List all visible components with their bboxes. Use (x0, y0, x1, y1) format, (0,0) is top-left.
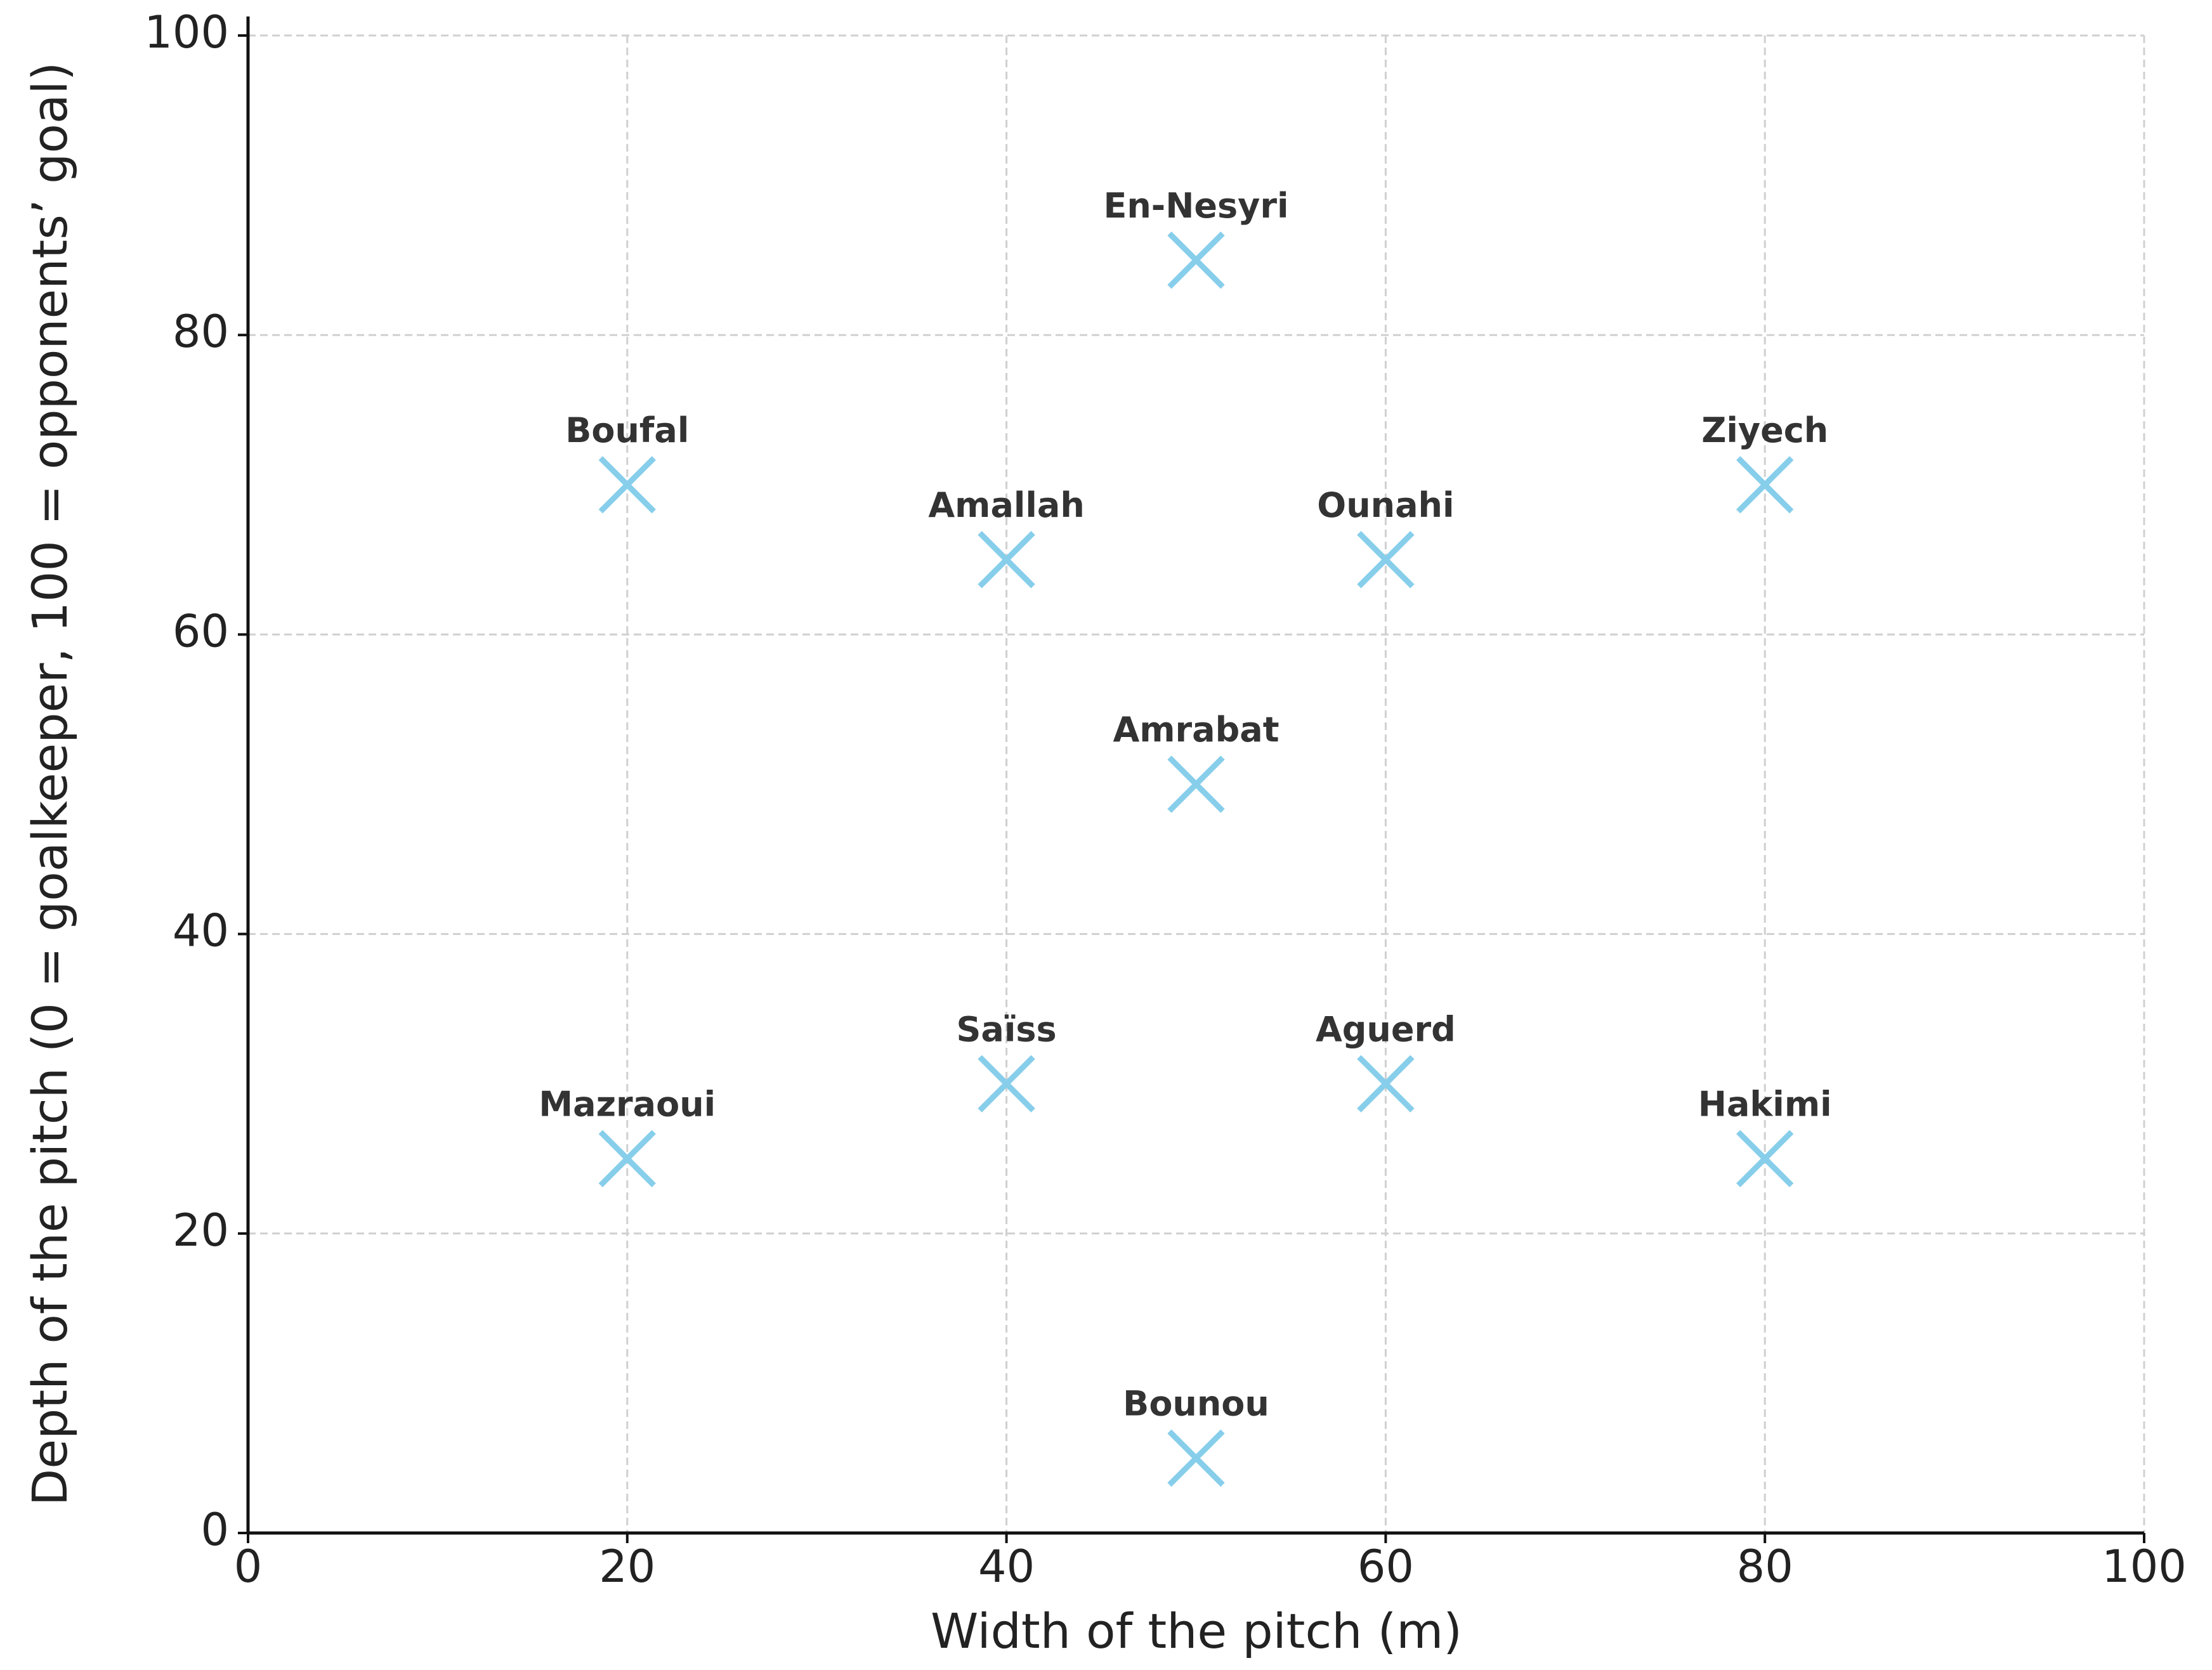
point-label: Amallah (928, 485, 1084, 525)
marker (1357, 1055, 1415, 1112)
marker (1167, 1429, 1225, 1487)
y-tick-label: 100 (144, 6, 229, 58)
point-label: Bounou (1123, 1384, 1269, 1424)
marker (1736, 1130, 1794, 1187)
y-tick-label: 60 (173, 605, 229, 657)
x-axis-label: Width of the pitch (m) (931, 1603, 1462, 1659)
point-label: Ziyech (1701, 410, 1828, 450)
point-label: Amrabat (1113, 710, 1279, 750)
y-tick-label: 80 (173, 306, 229, 358)
x-tick-label: 80 (1737, 1541, 1793, 1593)
x-tick-label: 20 (599, 1541, 655, 1593)
marker (598, 1130, 656, 1187)
marker (978, 531, 1035, 589)
point-label: Boufal (565, 410, 689, 450)
point-label: Mazraoui (539, 1084, 716, 1124)
point-label: Aguerd (1316, 1009, 1456, 1049)
point-label: Hakimi (1698, 1084, 1832, 1124)
y-tick-label: 20 (173, 1204, 229, 1256)
y-tick-label: 0 (200, 1504, 229, 1556)
marker (598, 456, 656, 514)
y-tick-label: 40 (173, 905, 229, 957)
point-label: En-Nesyri (1103, 186, 1288, 226)
x-tick-label: 100 (2102, 1541, 2187, 1593)
x-tick-label: 60 (1358, 1541, 1414, 1593)
marker (978, 1055, 1035, 1112)
point-label: Saïss (957, 1009, 1057, 1049)
point-label: Ounahi (1317, 485, 1454, 525)
y-axis-label: Depth of the pitch (0 = goalkeeper, 100 … (22, 62, 78, 1506)
marker (1167, 755, 1225, 813)
x-tick-label: 40 (978, 1541, 1035, 1593)
marker (1736, 456, 1794, 514)
marker (1167, 231, 1225, 289)
marker (1357, 531, 1415, 589)
x-tick-label: 0 (234, 1541, 263, 1593)
